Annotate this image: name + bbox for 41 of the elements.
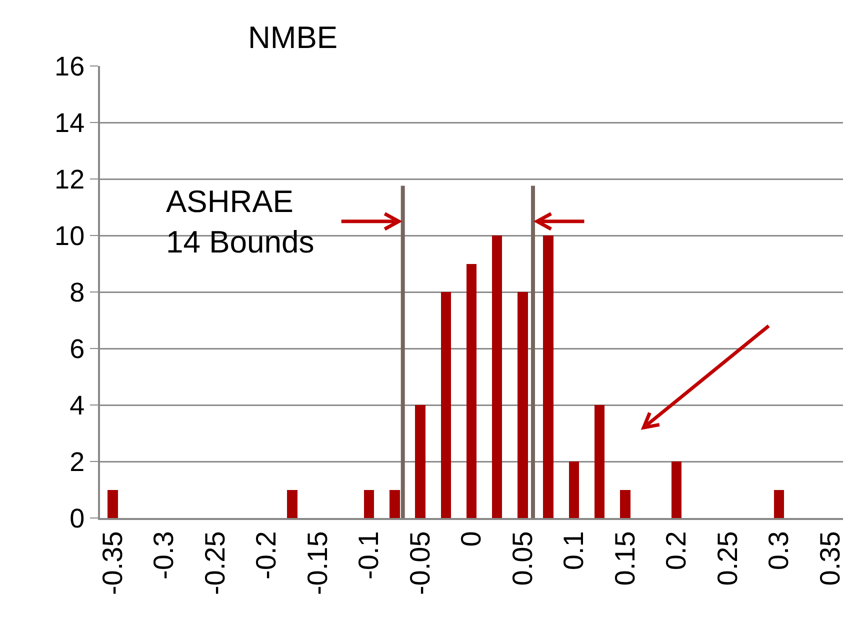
x-tick-label: 0 bbox=[456, 531, 487, 547]
bar bbox=[364, 490, 374, 518]
bar bbox=[440, 292, 451, 518]
y-tick-label: 12 bbox=[54, 164, 85, 194]
x-tick-label: 0.1 bbox=[558, 531, 590, 570]
x-tick-label: -0.3 bbox=[148, 531, 180, 580]
chart-title: NMBE bbox=[248, 20, 338, 55]
x-tick-label: 0.05 bbox=[506, 531, 538, 586]
x-tick-label: 0.25 bbox=[712, 531, 743, 586]
x-tick-label: 0.2 bbox=[660, 531, 692, 570]
bar bbox=[671, 462, 682, 518]
x-tick-label: -0.35 bbox=[96, 531, 128, 596]
bar bbox=[518, 292, 528, 518]
x-tick-label: -0.05 bbox=[404, 531, 436, 596]
y-tick-label: 8 bbox=[70, 277, 85, 308]
x-tick-label: -0.25 bbox=[199, 531, 230, 596]
y-tick-label: 14 bbox=[54, 108, 85, 138]
bar bbox=[466, 264, 477, 518]
bar bbox=[543, 236, 554, 518]
bar bbox=[287, 490, 298, 518]
x-tick-label: -0.1 bbox=[353, 531, 384, 580]
x-tick-label: -0.2 bbox=[250, 531, 282, 580]
y-tick-label: 10 bbox=[54, 220, 85, 251]
x-tick-label: 0.35 bbox=[814, 531, 846, 586]
x-tick-label: 0.3 bbox=[763, 531, 794, 570]
bar bbox=[568, 462, 580, 518]
bar bbox=[774, 490, 784, 518]
bar bbox=[492, 236, 502, 518]
bar bbox=[594, 405, 605, 518]
x-tick-label: 0.15 bbox=[609, 531, 640, 586]
y-tick-label: 2 bbox=[70, 446, 85, 477]
bar bbox=[390, 490, 400, 518]
y-tick-label: 6 bbox=[70, 334, 85, 364]
ref-line-label: ASHRAE 14 Bounds bbox=[166, 184, 314, 260]
bar bbox=[620, 490, 630, 518]
bar bbox=[415, 405, 426, 518]
bar bbox=[108, 490, 118, 518]
y-tick-label: 4 bbox=[70, 390, 85, 420]
y-tick-label: 16 bbox=[54, 51, 85, 82]
x-tick-label: -0.15 bbox=[302, 531, 333, 596]
y-tick-label: 0 bbox=[70, 503, 85, 534]
